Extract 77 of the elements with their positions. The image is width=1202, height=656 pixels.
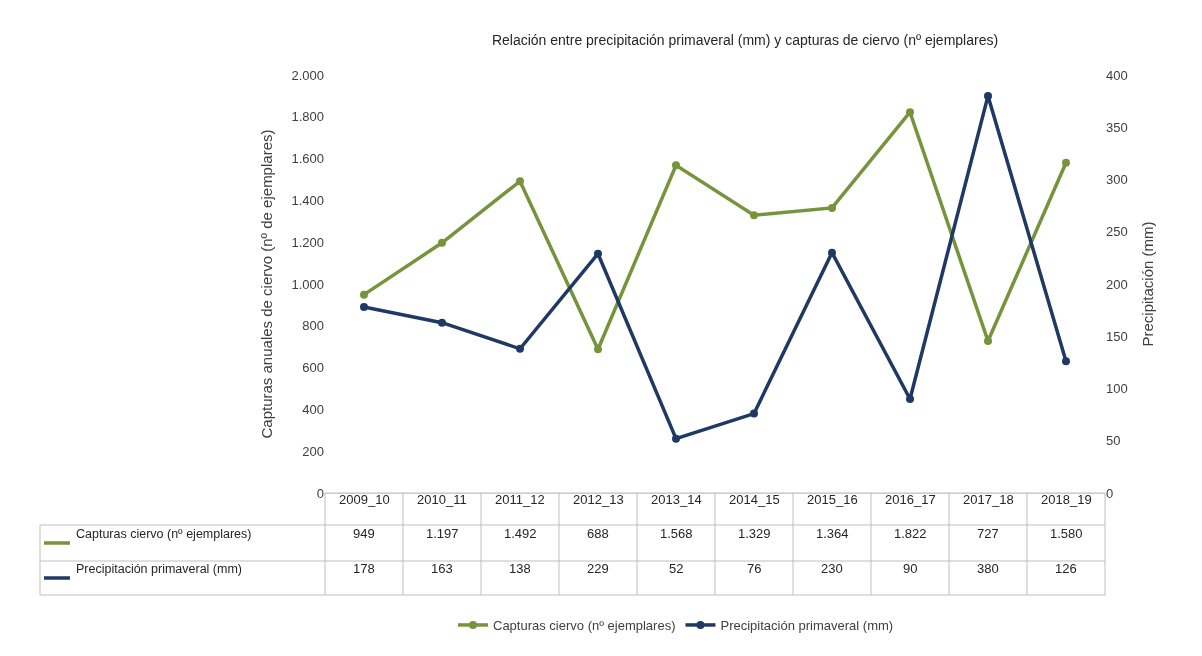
x-tick-label: 2017_18: [963, 492, 1014, 507]
data-label: 1.329: [738, 526, 771, 541]
legend-label: Capturas ciervo (nº ejemplares): [493, 618, 676, 634]
point: [672, 434, 680, 443]
y2-tick-label: 250: [1106, 224, 1128, 240]
data-label: 1.568: [660, 526, 693, 541]
y-tick-label: 1.800: [291, 109, 324, 125]
chart-title: Relación entre precipitación primaveral (mm) y capturas de ciervo (nº ejemplares): [491, 31, 999, 48]
data-label: 126: [1055, 561, 1077, 576]
data-label: 163: [431, 561, 453, 576]
y2-axis-title: Precipitación (mm): [1138, 221, 1156, 347]
y-tick-label: 2.000: [291, 67, 324, 83]
y-tick-label: 600: [302, 360, 324, 376]
x-tick-label: 2018_19: [1041, 492, 1092, 507]
data-label: 1.822: [894, 526, 927, 541]
point: [828, 248, 836, 257]
point: [438, 238, 446, 247]
y2-tick-label: 150: [1106, 328, 1128, 344]
point: [984, 337, 992, 346]
data-label: 380: [977, 561, 999, 576]
point: [1062, 158, 1070, 167]
data-label: 230: [821, 561, 843, 576]
y-tick-label: 0: [316, 485, 324, 501]
data-label: 949: [353, 526, 375, 541]
y2-tick-label: 350: [1106, 119, 1128, 135]
x-tick-label: 2013_14: [651, 492, 702, 507]
point: [672, 161, 680, 170]
y-tick-label: 1.200: [291, 234, 324, 250]
point: [360, 302, 368, 311]
x-tick-label: 2012_13: [573, 492, 624, 507]
data-label: 727: [977, 526, 999, 541]
x-tick-label: 2016_17: [885, 492, 936, 507]
point: [438, 318, 446, 327]
point: [906, 394, 914, 403]
data-label: 90: [903, 561, 918, 576]
x-tick-label: 2011_12: [495, 492, 545, 507]
point: [360, 290, 368, 299]
data-label: 52: [669, 561, 684, 576]
point: [750, 409, 758, 418]
y2-tick-label: 100: [1106, 381, 1128, 397]
point: [906, 108, 914, 117]
point: [516, 177, 524, 186]
y2-tick-label: 0: [1106, 485, 1114, 501]
point: [984, 91, 992, 100]
y-tick-label: 800: [302, 318, 324, 334]
data-label: 138: [509, 561, 531, 576]
point: [828, 203, 836, 212]
y-tick-label: 1.600: [291, 151, 324, 167]
data-label: 1.580: [1050, 526, 1083, 541]
text: Capturas ciervo (nº ejemplares): [76, 527, 252, 541]
y2-tick-label: 200: [1106, 276, 1128, 292]
y2-tick-label: 300: [1106, 172, 1128, 188]
data-label: 1.492: [504, 526, 537, 541]
text: Precipitación primaveral (mm): [76, 562, 243, 576]
data-label: 76: [747, 561, 762, 576]
y2-tick-label: 400: [1106, 67, 1128, 83]
point: [1062, 357, 1070, 366]
y-tick-label: 1.000: [291, 276, 324, 292]
point: [750, 211, 758, 220]
point: [516, 344, 524, 353]
data-label: 229: [587, 561, 609, 576]
x-tick-label: 2014_15: [729, 492, 780, 507]
y-tick-label: 200: [302, 443, 324, 459]
data-label: 688: [587, 526, 609, 541]
y-tick-label: 400: [302, 401, 324, 417]
point: [594, 249, 602, 258]
x-tick-label: 2015_16: [807, 492, 858, 507]
data-label: 1.364: [816, 526, 849, 541]
data-label: 1.197: [426, 526, 459, 541]
y-axis-title: Capturas anuales de ciervo (nº de ejemplares): [257, 129, 275, 439]
y2-tick-label: 50: [1106, 433, 1121, 449]
x-tick-label: 2009_10: [339, 492, 390, 507]
legend-label: Precipitación primaveral (mm): [720, 618, 894, 634]
data-label: 178: [353, 561, 375, 576]
point: [594, 345, 602, 354]
x-tick-label: 2010_11: [417, 492, 467, 507]
y-tick-label: 1.400: [291, 192, 324, 208]
